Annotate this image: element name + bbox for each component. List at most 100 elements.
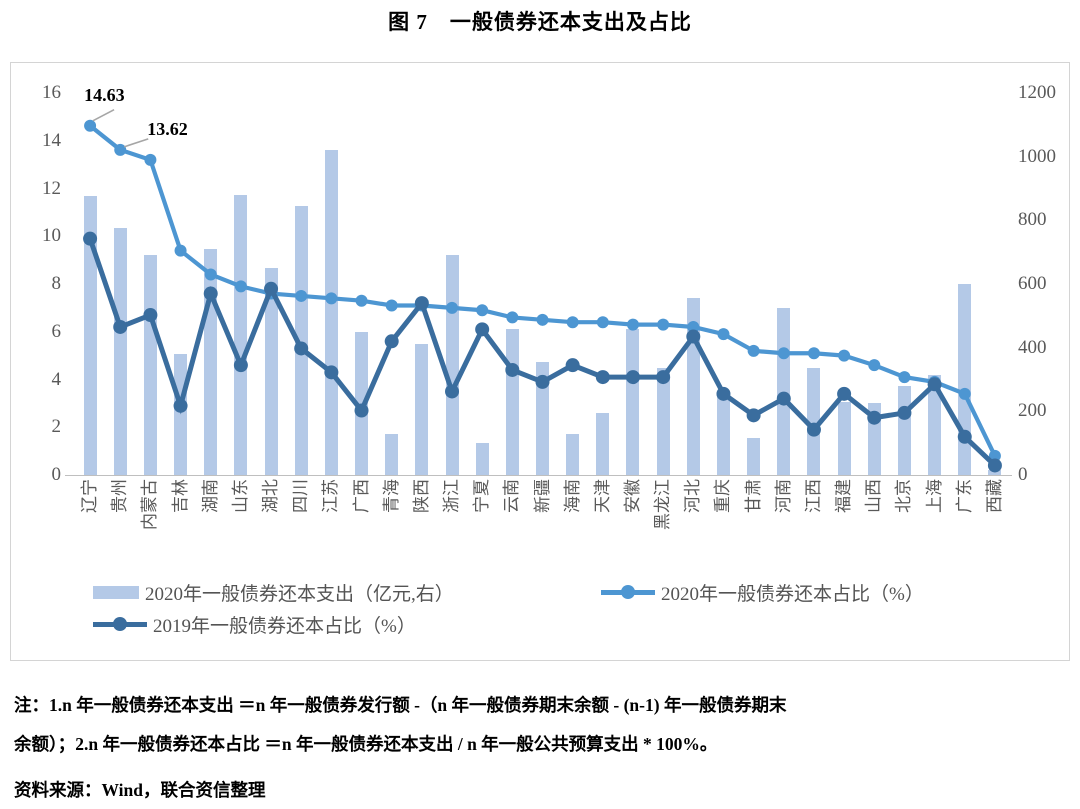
x-label-辽宁: 辽宁 — [80, 479, 100, 513]
chart-notes: 注：1.n 年一般债券还本支出 ＝n 年一般债券发行额 -（n 年一般债券期末余… — [14, 686, 1070, 764]
x-label-山西: 山西 — [864, 479, 884, 513]
bar-山东 — [234, 194, 248, 475]
legend-label: 2020年一般债券还本占比（%） — [661, 583, 924, 605]
x-label-北京: 北京 — [894, 479, 914, 513]
x-label-天津: 天津 — [592, 479, 612, 513]
legend-label: 2019年一般债券还本占比（%） — [153, 615, 416, 637]
x-label-江西: 江西 — [803, 479, 823, 513]
left-axis-tick-16: 16 — [42, 82, 61, 103]
legend-line-swatch-2020 — [601, 585, 655, 599]
bar-重庆 — [716, 397, 730, 475]
marker-2020-青海 — [385, 299, 398, 312]
marker-2019-西藏 — [987, 458, 1002, 473]
marker-2019-云南 — [505, 362, 520, 377]
legend-bar-swatch — [93, 585, 139, 599]
bar-江苏 — [324, 150, 338, 475]
x-label-广西: 广西 — [351, 479, 371, 513]
marker-2020-河北 — [687, 320, 700, 333]
x-label-宁夏: 宁夏 — [472, 479, 492, 513]
marker-2019-浙江 — [445, 384, 460, 399]
marker-2020-福建 — [838, 349, 851, 362]
x-label-广东: 广东 — [954, 479, 974, 513]
annotation-leader-line — [123, 138, 149, 148]
marker-2020-河南 — [777, 347, 790, 360]
marker-2019-湖南 — [203, 286, 218, 301]
left-axis-tick-8: 8 — [51, 273, 62, 294]
marker-2019-甘肃 — [746, 408, 761, 423]
x-label-重庆: 重庆 — [713, 479, 733, 513]
line-series-layer — [83, 109, 1002, 473]
marker-2020-辽宁 — [84, 119, 97, 132]
x-label-安徽: 安徽 — [622, 479, 642, 513]
marker-2020-内蒙古 — [144, 153, 157, 166]
x-label-河北: 河北 — [683, 479, 703, 513]
marker-2020-广西 — [355, 294, 368, 307]
source-line: 资料来源：Wind，联合资信整理 — [14, 780, 266, 800]
right-axis-tick-600: 600 — [1018, 273, 1047, 294]
bar-福建 — [837, 401, 851, 475]
marker-2019-湖北 — [264, 281, 279, 296]
marker-2020-云南 — [506, 311, 519, 324]
right-axis-tick-0: 0 — [1018, 464, 1028, 485]
left-axis-tick-2: 2 — [51, 416, 62, 438]
marker-2020-浙江 — [446, 301, 459, 314]
marker-2020-吉林 — [174, 244, 187, 257]
left-axis-tick-0: 0 — [51, 464, 62, 485]
marker-2019-江西 — [806, 422, 821, 437]
legend-line-swatch-2019 — [93, 617, 147, 631]
x-label-西藏: 西藏 — [984, 479, 1004, 513]
bar-宁夏 — [475, 443, 489, 475]
marker-2020-贵州 — [114, 143, 127, 156]
bar-新疆 — [536, 361, 549, 475]
marker-2019-辽宁 — [83, 231, 98, 246]
bar-四川 — [294, 206, 308, 475]
x-label-陕西: 陕西 — [411, 479, 431, 513]
marker-2020-黑龙江 — [657, 318, 670, 331]
marker-2020-安徽 — [626, 318, 639, 331]
legend-label: 2020年一般债券还本支出（亿元,右） — [145, 583, 454, 605]
marker-2019-吉林 — [173, 398, 188, 413]
x-label-新疆: 新疆 — [532, 479, 552, 513]
left-axis-tick-6: 6 — [51, 320, 62, 342]
x-label-青海: 青海 — [381, 479, 401, 513]
x-label-四川: 四川 — [291, 479, 311, 513]
right-axis-tick-1200: 1200 — [1018, 82, 1056, 103]
marker-2019-北京 — [897, 405, 912, 420]
marker-2019-天津 — [595, 370, 610, 385]
marker-2019-贵州 — [113, 319, 128, 334]
bar-陕西 — [415, 344, 429, 475]
x-axis-line — [65, 475, 1012, 476]
chart-area: 0 2 4 6 8 10 12 14 16 0 200 400 600 800 1000 1200 辽宁 贵州… — [10, 62, 1070, 661]
x-label-上海: 上海 — [924, 479, 944, 513]
marker-2019-青海 — [384, 334, 399, 349]
x-label-山东: 山东 — [230, 479, 250, 513]
bar-安徽 — [626, 328, 640, 475]
marker-2019-重庆 — [716, 386, 731, 401]
marker-2019-江苏 — [324, 365, 339, 380]
annotation-leader-line — [92, 109, 115, 122]
marker-2020-海南 — [566, 316, 579, 329]
marker-2020-四川 — [295, 289, 308, 302]
marker-2019-新疆 — [535, 374, 550, 389]
marker-2019-四川 — [294, 341, 309, 356]
right-axis-tick-200: 200 — [1018, 400, 1047, 422]
bar-上海 — [928, 374, 942, 475]
marker-2019-广东 — [957, 429, 972, 444]
x-label-福建: 福建 — [834, 479, 854, 513]
legend-item-2019-line: 2019年一般债券还本占比（%） — [93, 613, 416, 637]
legend-item-2020-line: 2020年一般债券还本占比（%） — [601, 581, 924, 605]
bar-甘肃 — [747, 438, 761, 475]
bar-黑龙江 — [656, 368, 670, 475]
x-label-江苏: 江苏 — [321, 479, 341, 513]
x-label-云南: 云南 — [502, 479, 522, 513]
marker-2020-重庆 — [717, 328, 730, 341]
right-axis-tick-400: 400 — [1018, 336, 1047, 358]
marker-2019-黑龙江 — [656, 370, 671, 385]
marker-2019-河北 — [686, 329, 701, 344]
marker-2020-天津 — [596, 316, 609, 329]
right-axis-tick-1000: 1000 — [1018, 145, 1056, 167]
marker-2019-福建 — [837, 386, 852, 401]
marker-2020-甘肃 — [747, 344, 760, 357]
x-label-湖南: 湖南 — [200, 479, 220, 513]
